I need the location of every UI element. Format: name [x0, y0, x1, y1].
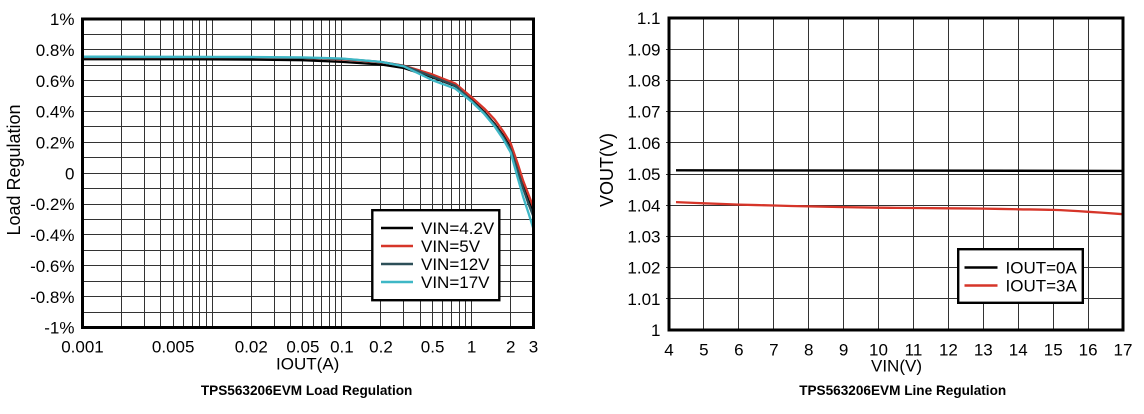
svg-text:IOUT=3A: IOUT=3A	[1006, 277, 1078, 296]
svg-text:1.07: 1.07	[627, 103, 660, 122]
svg-text:1.05: 1.05	[627, 165, 660, 184]
svg-text:1.06: 1.06	[627, 134, 660, 153]
svg-text:-0.8%: -0.8%	[30, 288, 74, 307]
svg-text:6: 6	[734, 340, 743, 359]
svg-text:1.01: 1.01	[627, 290, 660, 309]
svg-text:3: 3	[529, 337, 538, 356]
svg-text:VOUT(V): VOUT(V)	[597, 133, 617, 207]
svg-text:0.2: 0.2	[369, 337, 393, 356]
svg-text:1.09: 1.09	[627, 40, 660, 59]
svg-text:1.04: 1.04	[627, 196, 660, 215]
svg-text:17: 17	[1114, 340, 1133, 359]
svg-text:0.5: 0.5	[421, 337, 445, 356]
svg-text:TPS563206EVM Line Regulation: TPS563206EVM Line Regulation	[799, 383, 1006, 398]
svg-text:1.08: 1.08	[627, 72, 660, 91]
svg-text:12: 12	[939, 340, 958, 359]
svg-text:VIN(V): VIN(V)	[871, 356, 922, 375]
svg-text:VIN=5V: VIN=5V	[421, 237, 481, 256]
svg-text:7: 7	[769, 340, 778, 359]
svg-text:5: 5	[699, 340, 708, 359]
svg-text:VIN=4.2V: VIN=4.2V	[421, 219, 495, 238]
svg-text:-0.4%: -0.4%	[30, 226, 74, 245]
svg-text:1: 1	[467, 337, 476, 356]
svg-text:1%: 1%	[50, 10, 75, 29]
svg-text:8: 8	[804, 340, 813, 359]
svg-text:VIN=17V: VIN=17V	[421, 273, 490, 292]
svg-text:0.1: 0.1	[330, 337, 354, 356]
svg-text:15: 15	[1044, 340, 1063, 359]
svg-text:1: 1	[651, 321, 660, 340]
svg-text:-0.6%: -0.6%	[30, 257, 74, 276]
svg-text:0.02: 0.02	[235, 337, 268, 356]
svg-text:-0.2%: -0.2%	[30, 195, 74, 214]
svg-text:14: 14	[1009, 340, 1028, 359]
svg-text:4: 4	[664, 340, 673, 359]
svg-text:16: 16	[1079, 340, 1098, 359]
svg-text:0.001: 0.001	[61, 337, 104, 356]
svg-text:-1%: -1%	[44, 319, 74, 338]
svg-text:0.8%: 0.8%	[36, 41, 75, 60]
svg-text:11: 11	[905, 340, 923, 359]
svg-text:0.2%: 0.2%	[36, 134, 75, 153]
svg-text:0: 0	[65, 164, 74, 183]
svg-text:0.005: 0.005	[152, 337, 195, 356]
svg-text:IOUT=0A: IOUT=0A	[1006, 259, 1078, 278]
svg-text:VIN=12V: VIN=12V	[421, 255, 490, 274]
svg-text:TPS563206EVM Load Regulation: TPS563206EVM Load Regulation	[201, 383, 413, 398]
svg-text:9: 9	[839, 340, 848, 359]
svg-text:2: 2	[506, 337, 515, 356]
svg-text:1.1: 1.1	[637, 9, 661, 28]
svg-text:0.6%: 0.6%	[36, 72, 75, 91]
svg-text:Load Regulation: Load Regulation	[4, 104, 24, 235]
svg-text:0.4%: 0.4%	[36, 103, 75, 122]
svg-text:1.02: 1.02	[627, 259, 660, 278]
svg-text:1.03: 1.03	[627, 228, 660, 247]
svg-text:0.05: 0.05	[286, 337, 319, 356]
svg-text:13: 13	[974, 340, 993, 359]
svg-text:IOUT(A): IOUT(A)	[276, 355, 339, 374]
svg-text:10: 10	[869, 340, 888, 359]
